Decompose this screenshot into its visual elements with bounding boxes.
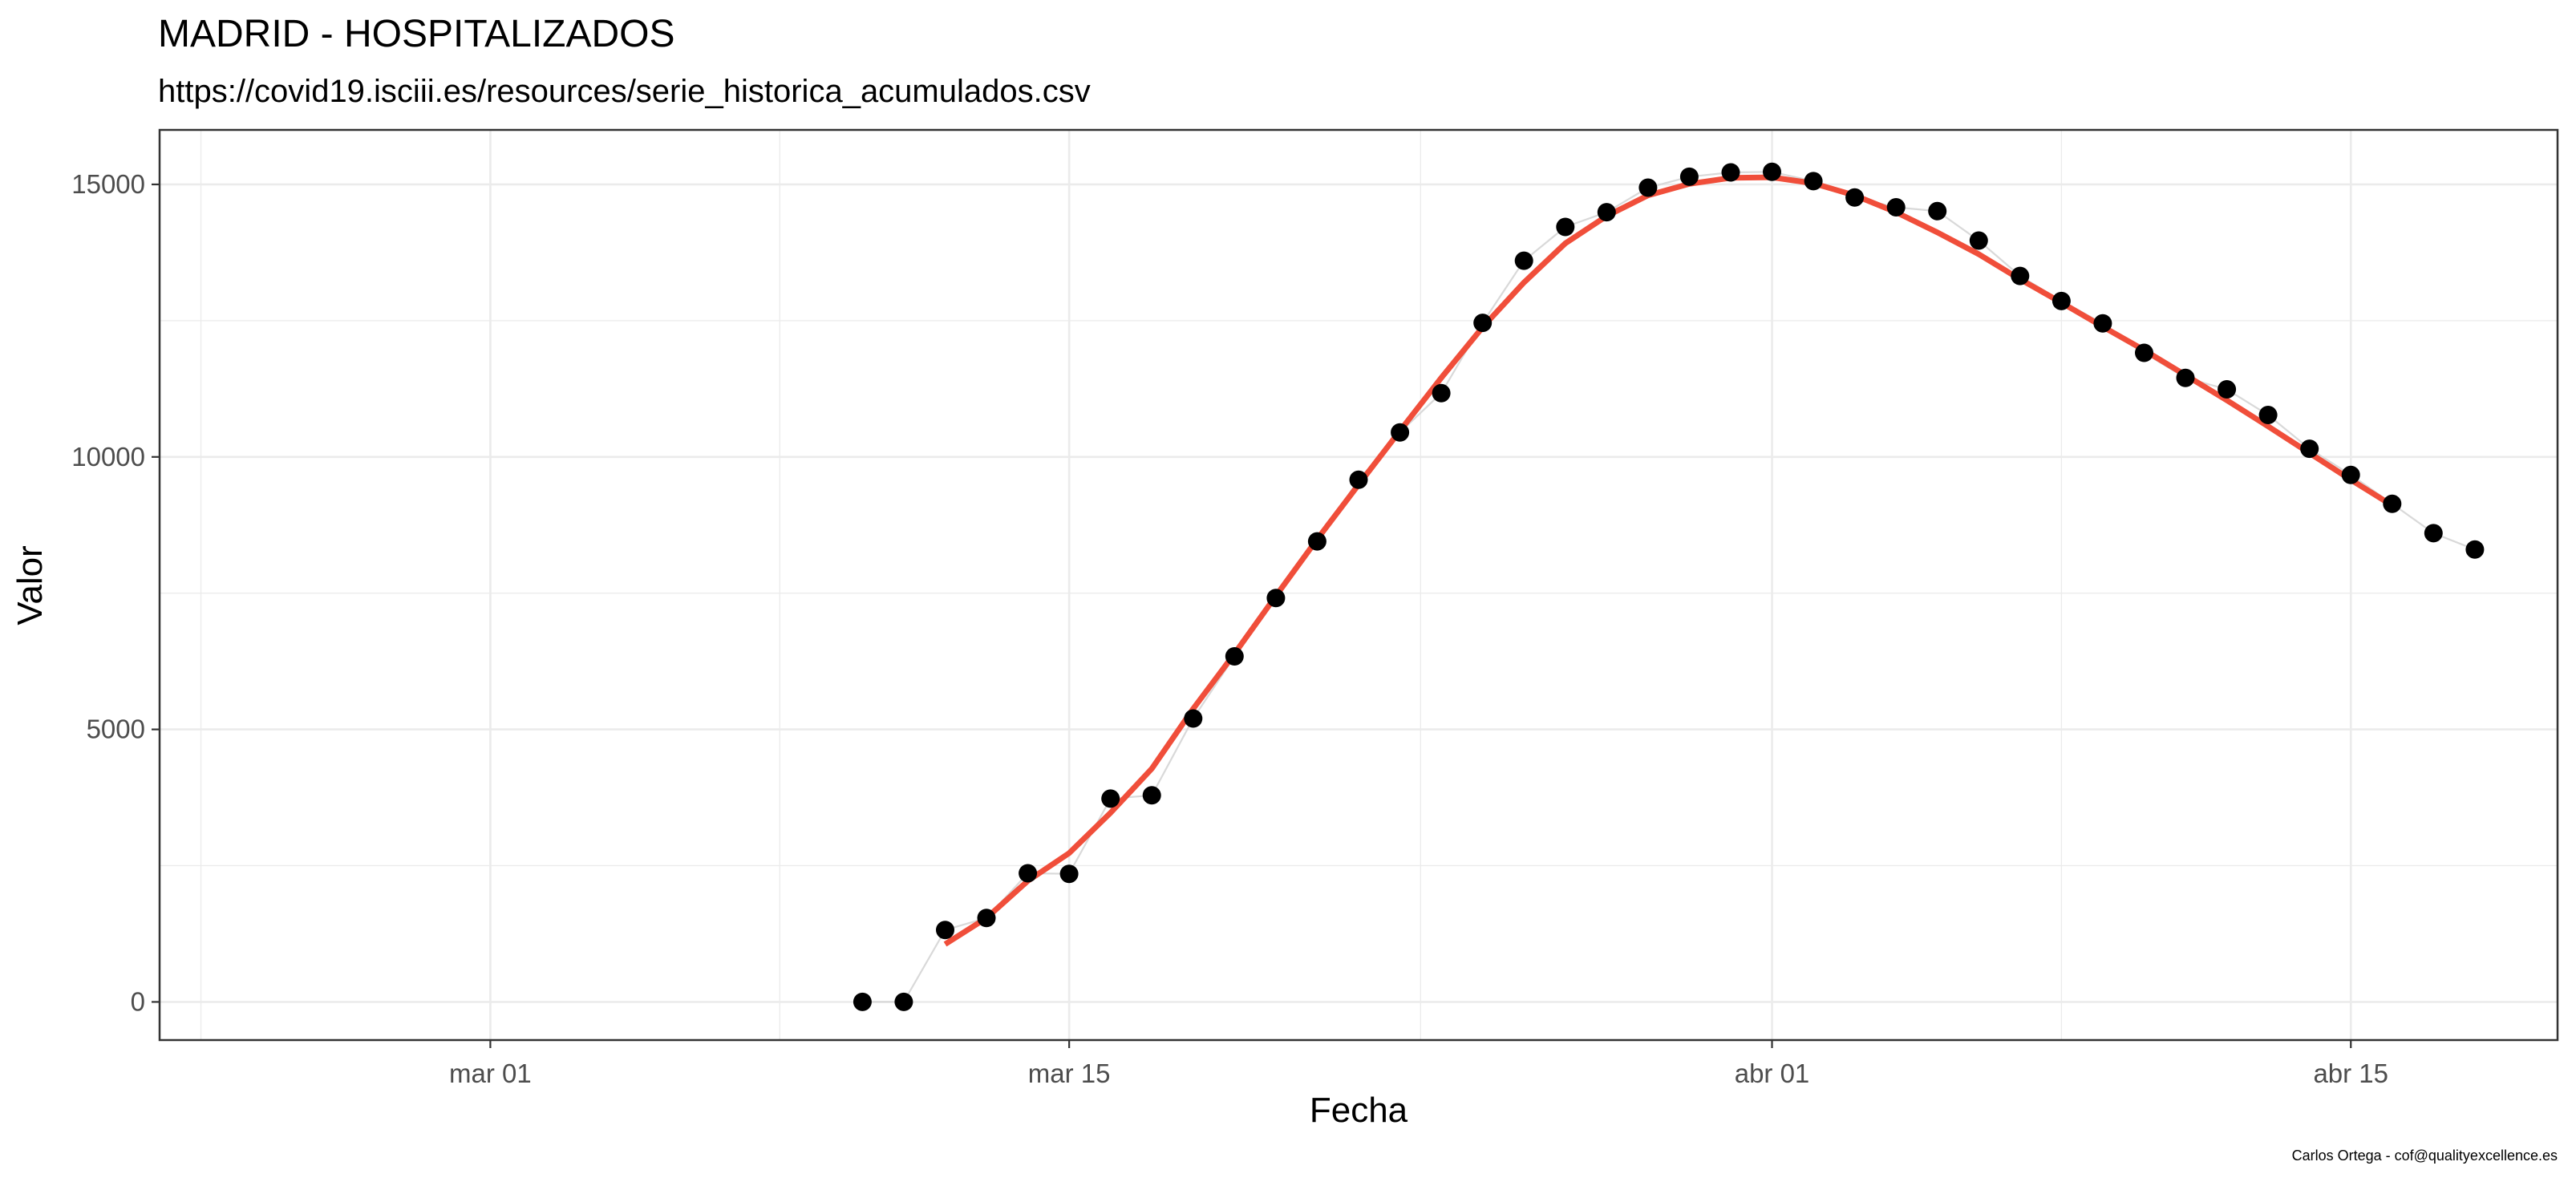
data-point [2135, 343, 2153, 362]
plot-panel [160, 130, 2558, 1040]
x-tick-label: mar 01 [449, 1059, 532, 1088]
data-point [1225, 647, 1244, 666]
data-point [1886, 198, 1906, 217]
panel-border [158, 128, 2559, 1042]
data-point [1763, 162, 1781, 181]
data-point [1101, 789, 1120, 808]
grid [160, 130, 2558, 1040]
y-tick-label: 0 [131, 986, 145, 1016]
series-layer [853, 162, 2485, 1011]
data-point [936, 921, 954, 940]
chart-title: MADRID - HOSPITALIZADOS [158, 13, 675, 55]
x-tick-label: abr 01 [1735, 1059, 1810, 1088]
data-point [1721, 163, 1740, 182]
chart-subtitle: https://covid19.isciii.es/resources/seri… [158, 74, 1091, 109]
data-point [2218, 380, 2237, 399]
data-point [1059, 864, 1079, 884]
data-point [1638, 178, 1658, 197]
data-point [2258, 406, 2278, 424]
y-tick-label: 15000 [71, 169, 145, 199]
data-point [2465, 540, 2485, 559]
data-point [1473, 314, 1493, 333]
data-point [1019, 864, 1038, 883]
data-point [1514, 251, 1533, 270]
data-point [853, 992, 872, 1011]
data-point [2424, 524, 2443, 543]
y-axis-label: Valor [10, 545, 50, 625]
data-point [1266, 589, 1286, 608]
data-point [2176, 368, 2195, 387]
data-point [1432, 383, 1451, 403]
data-point [2011, 266, 2030, 285]
data-point [977, 909, 996, 928]
data-point [2300, 439, 2319, 459]
data-point [1391, 423, 1410, 442]
y-tick-label: 5000 [87, 714, 145, 744]
chart-caption: Carlos Ortega - cof@qualityexcellence.es [2292, 1148, 2558, 1164]
ticks-layer: 0 5000 10000 15000 mar 01 mar 15 abr 01 abr 15 [71, 169, 2388, 1088]
data-point [1142, 786, 1161, 805]
data-point [1969, 231, 1988, 250]
data-point [894, 992, 913, 1011]
x-axis-label: Fecha [1310, 1091, 1408, 1130]
data-point [1597, 203, 1616, 222]
data-point [1928, 201, 1947, 221]
data-point [1349, 470, 1368, 489]
observed-connector-line [862, 171, 2476, 1003]
data-point [1184, 709, 1203, 728]
data-point [1804, 172, 1823, 191]
x-tick-label: abr 15 [2313, 1059, 2388, 1088]
data-point [2093, 314, 2112, 333]
data-point [1307, 532, 1326, 551]
data-point [2383, 494, 2402, 513]
data-point [2341, 465, 2360, 484]
data-point [1679, 167, 1699, 186]
x-tick-label: mar 15 [1028, 1059, 1111, 1088]
y-tick-label: 10000 [71, 442, 145, 472]
data-point [1845, 188, 1865, 207]
data-point [2051, 291, 2071, 310]
data-point [1556, 217, 1575, 237]
